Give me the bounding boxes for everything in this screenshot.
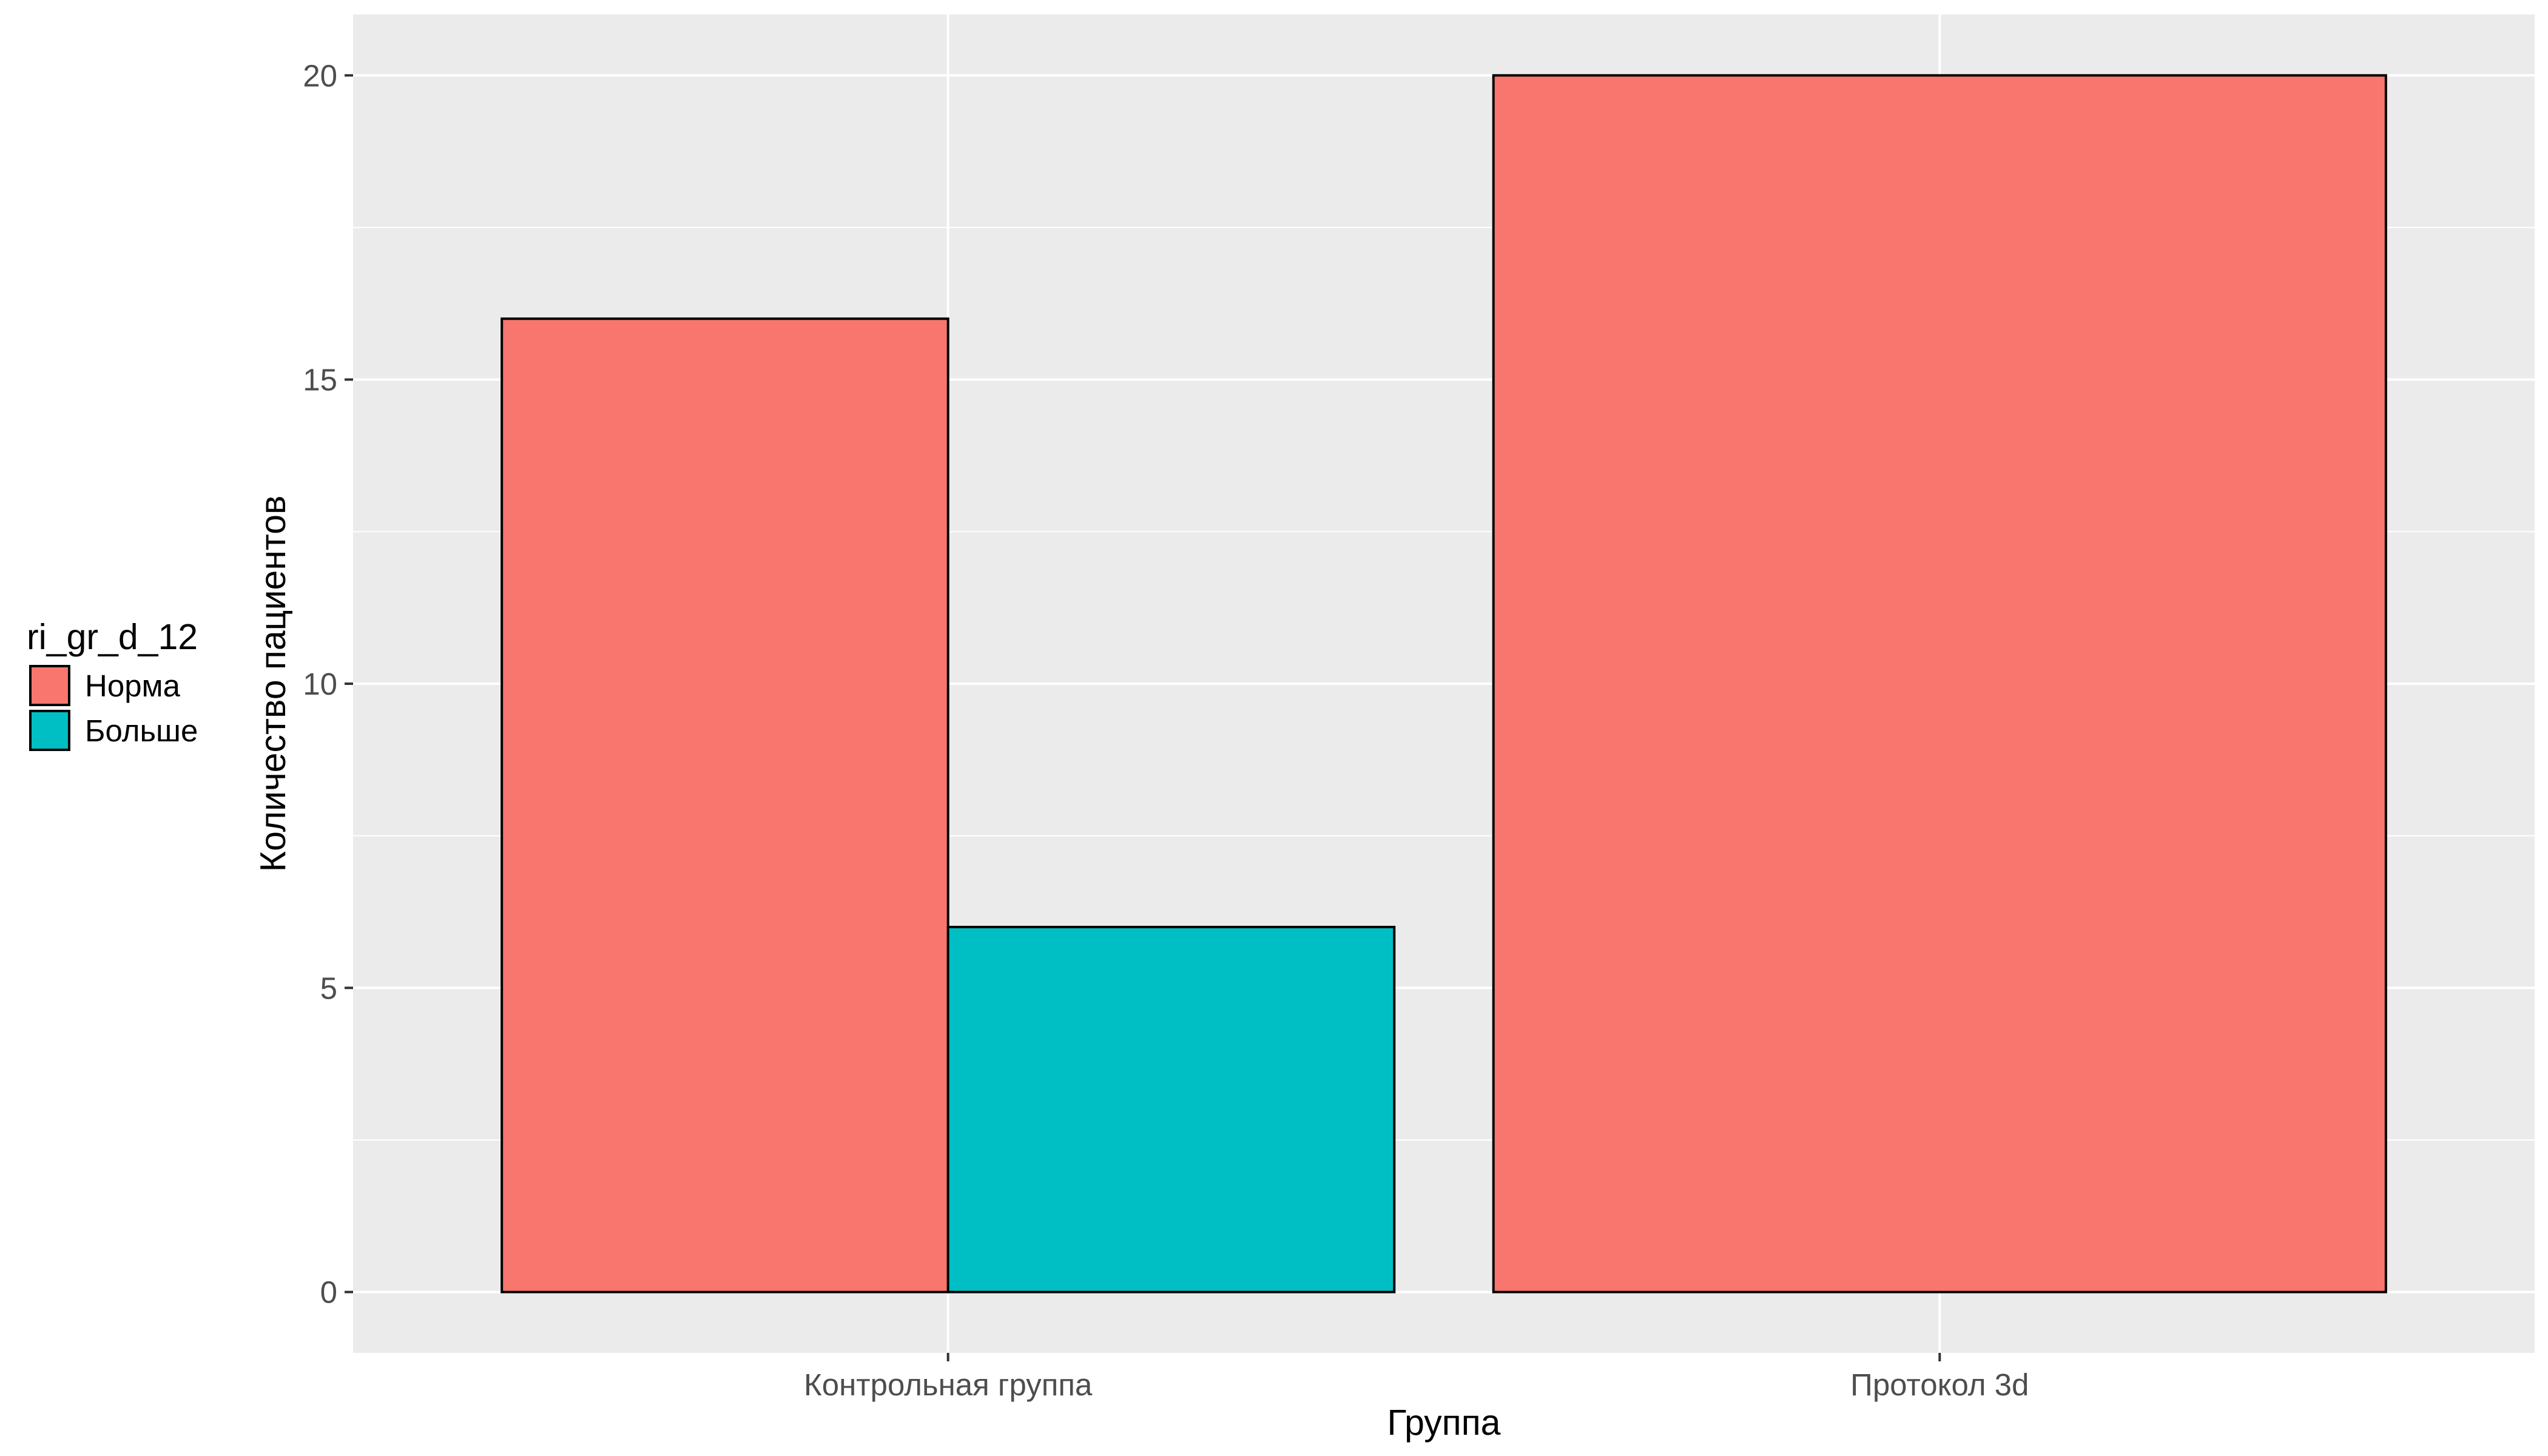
x-axis-title: Группа — [1387, 1403, 1501, 1443]
legend-key-2 — [29, 710, 70, 751]
bars — [500, 74, 2387, 1293]
legend-label-1: Норма — [85, 669, 181, 703]
y-tick-label: 15 — [303, 363, 337, 397]
bar-1-2 — [946, 926, 1396, 1293]
y-axis: 0 5 10 15 20 — [303, 58, 353, 1310]
y-axis-title: Количество пациентов — [253, 496, 293, 872]
y-tick-label: 0 — [320, 1275, 337, 1310]
x-axis: Контрольная группа Протокол 3d — [804, 1353, 2029, 1402]
x-tick-label: Контрольная группа — [804, 1367, 1093, 1402]
legend-title: ri_gr_d_12 — [27, 617, 198, 657]
legend: ri_gr_d_12 Норма Больше — [27, 617, 198, 751]
bar-1-1 — [500, 317, 949, 1293]
x-tick-label: Протокол 3d — [1850, 1367, 2029, 1402]
y-tick-label: 10 — [303, 667, 337, 701]
bar-2-1 — [1492, 74, 2387, 1293]
legend-key-1 — [29, 665, 70, 706]
y-tick-label: 20 — [303, 58, 337, 93]
y-tick-label: 5 — [320, 971, 337, 1005]
legend-label-2: Больше — [85, 713, 198, 748]
